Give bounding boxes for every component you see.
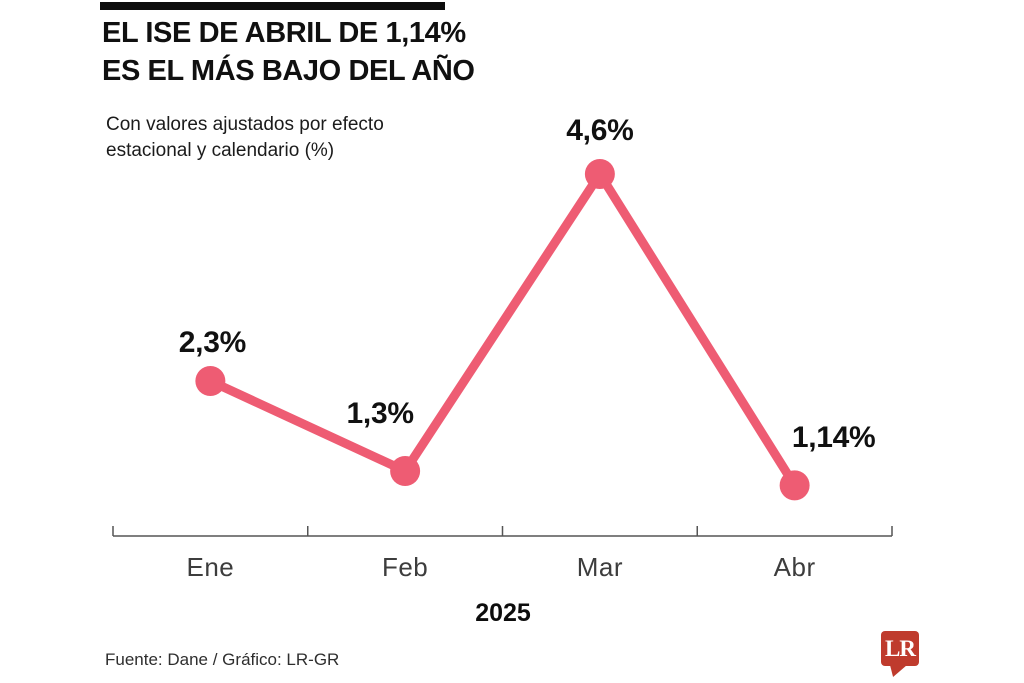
lr-logo-text: LR — [885, 635, 916, 661]
title-accent-bar — [100, 2, 445, 10]
value-label-abr: 1,14% — [791, 421, 876, 455]
x-tick-label-feb: Feb — [381, 552, 429, 582]
data-point-feb — [390, 456, 421, 486]
series-line — [208, 165, 799, 488]
chart-title-line-1: EL ISE DE ABRIL DE 1,14% — [102, 17, 466, 49]
x-tick-label-abr: Abr — [773, 552, 816, 582]
source-credit: Fuente: Dane / Gráfico: LR-GR — [105, 650, 340, 669]
value-label-feb: 1,3% — [346, 397, 414, 430]
data-point-abr — [779, 470, 810, 501]
chart-subtitle-line-1: Con valores ajustados por efecto — [106, 114, 384, 135]
lr-logo: LR — [881, 631, 919, 666]
data-point-ene — [195, 366, 226, 396]
x-axis-year-label: 2025 — [475, 599, 531, 627]
chart-subtitle: Con valores ajustados por efecto estacio… — [106, 112, 384, 164]
data-point-mar — [584, 159, 615, 189]
chart-title: EL ISE DE ABRIL DE 1,14% ES EL MÁS BAJO … — [102, 15, 475, 90]
chart-subtitle-line-2: estacional y calendario (%) — [106, 140, 335, 162]
x-tick-label-ene: Ene — [186, 552, 235, 582]
chart-title-line-2: ES EL MÁS BAJO DEL AÑO — [102, 54, 475, 87]
x-tick-label-mar: Mar — [576, 552, 624, 582]
x-axis — [112, 526, 893, 537]
value-label-ene: 2,3% — [178, 326, 246, 359]
value-label-mar: 4,6% — [566, 114, 634, 147]
